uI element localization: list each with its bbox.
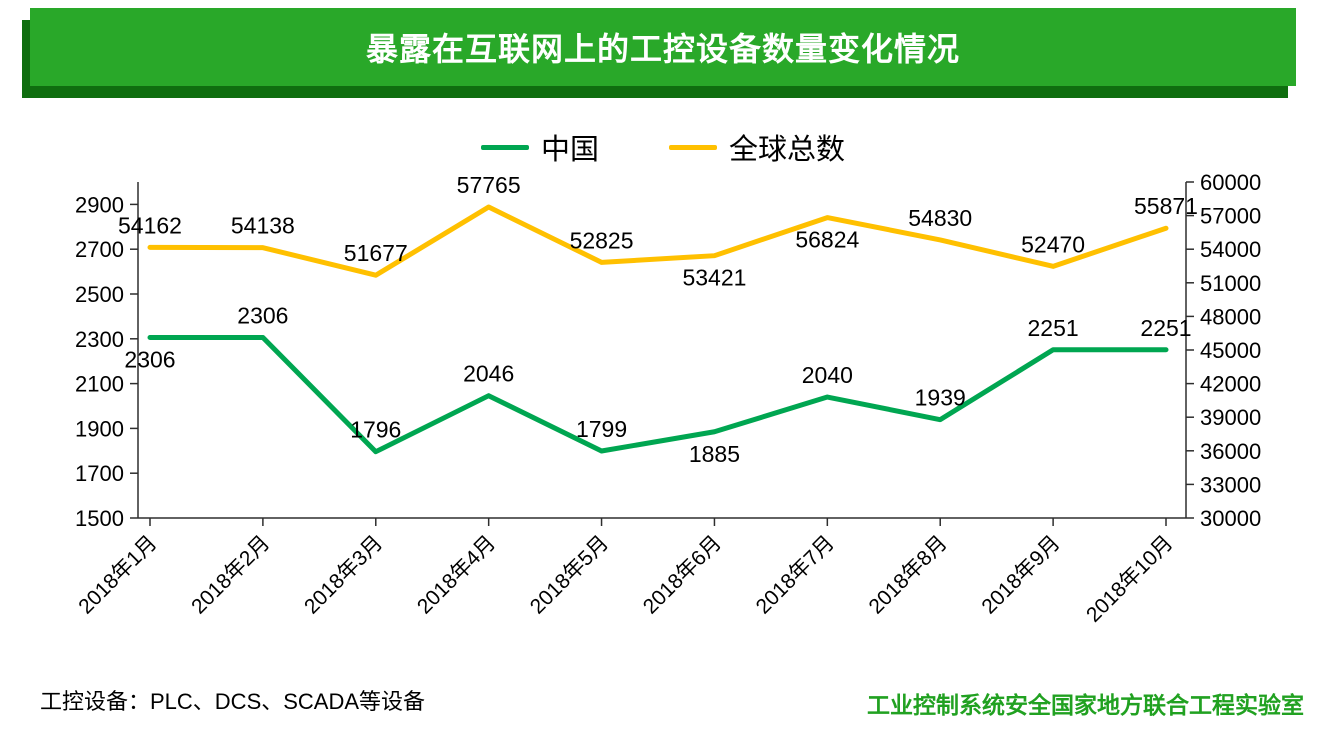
data-label: 51677: [344, 240, 408, 266]
x-axis-label: 2018年6月: [639, 531, 726, 618]
legend-label-china: 中国: [540, 134, 599, 166]
data-label: 1796: [350, 417, 401, 443]
data-label: 54162: [118, 212, 182, 238]
x-axis-label: 2018年5月: [526, 531, 613, 618]
lab-name: 工业控制系统安全国家地方联合工程实验室: [867, 692, 1304, 718]
title-banner: 暴露在互联网上的工控设备数量变化情况: [30, 8, 1296, 86]
data-label: 52825: [570, 227, 634, 253]
data-label: 54138: [231, 213, 295, 239]
x-axis-label: 2018年2月: [187, 531, 274, 618]
data-label: 2251: [1028, 315, 1079, 341]
data-label: 2040: [802, 362, 853, 388]
data-label: 2306: [237, 302, 288, 328]
data-label: 2251: [1140, 315, 1191, 341]
left-axis-tick-label: 2100: [75, 372, 124, 397]
right-axis-tick-label: 48000: [1200, 304, 1261, 329]
x-axis-label: 2018年3月: [300, 531, 387, 618]
x-axis-label: 2018年9月: [977, 531, 1064, 618]
left-axis-tick-label: 1700: [75, 461, 124, 486]
x-axis-label: 2018年7月: [752, 531, 839, 618]
china-line: [147, 334, 1169, 455]
global-line: [147, 204, 1169, 278]
left-axis-tick-label: 2900: [75, 192, 124, 217]
legend-item-china: 中国: [480, 126, 599, 168]
left-axis-tick-label: 2500: [75, 282, 124, 307]
right-axis-tick-label: 30000: [1200, 506, 1261, 531]
data-label: 1885: [689, 441, 740, 467]
axes: [130, 181, 1194, 526]
x-axis-label: 2018年4月: [413, 531, 500, 618]
right-axis-tick-label: 51000: [1200, 271, 1261, 296]
right-axis-tick-label: 39000: [1200, 405, 1261, 430]
legend: 中国 全球总数: [0, 126, 1326, 168]
data-label: 1939: [915, 385, 966, 411]
right-axis-tick-label: 36000: [1200, 439, 1261, 464]
device-types-note: 工控设备：PLC、DCS、SCADA等设备: [40, 689, 426, 714]
right-axis-tick-label: 42000: [1200, 372, 1261, 397]
x-axis-label: 2018年8月: [864, 531, 951, 618]
data-label: 54830: [908, 205, 972, 231]
left-axis-tick-label: 1500: [75, 506, 124, 531]
data-label: 55871: [1134, 193, 1198, 219]
x-axis-label: 2018年10月: [1082, 531, 1178, 627]
chart-title: 暴露在互联网上的工控设备数量变化情况: [365, 31, 960, 67]
right-axis-tick-label: 60000: [1200, 170, 1261, 195]
left-axis-tick-label: 2700: [75, 237, 124, 262]
data-label: 2046: [463, 361, 514, 387]
data-label: 2306: [124, 346, 175, 372]
china-line-swatch-icon: [480, 144, 529, 150]
right-axis-tick-label: 45000: [1200, 338, 1261, 363]
data-label: 57765: [457, 172, 521, 198]
data-label: 53421: [682, 265, 746, 291]
right-axis-tick-label: 57000: [1200, 204, 1261, 229]
right-axis-tick-label: 54000: [1200, 237, 1261, 262]
data-label: 56824: [795, 227, 859, 253]
right-axis-tick-label: 33000: [1200, 472, 1261, 497]
left-axis-tick-label: 1900: [75, 416, 124, 441]
legend-item-global: 全球总数: [669, 126, 845, 168]
x-axis-label: 2018年1月: [74, 531, 161, 618]
left-axis-tick-label: 2300: [75, 327, 124, 352]
data-label: 52470: [1021, 231, 1085, 257]
data-label: 1799: [576, 416, 627, 442]
global-line-swatch-icon: [669, 144, 717, 150]
legend-label-global: 全球总数: [729, 134, 846, 166]
